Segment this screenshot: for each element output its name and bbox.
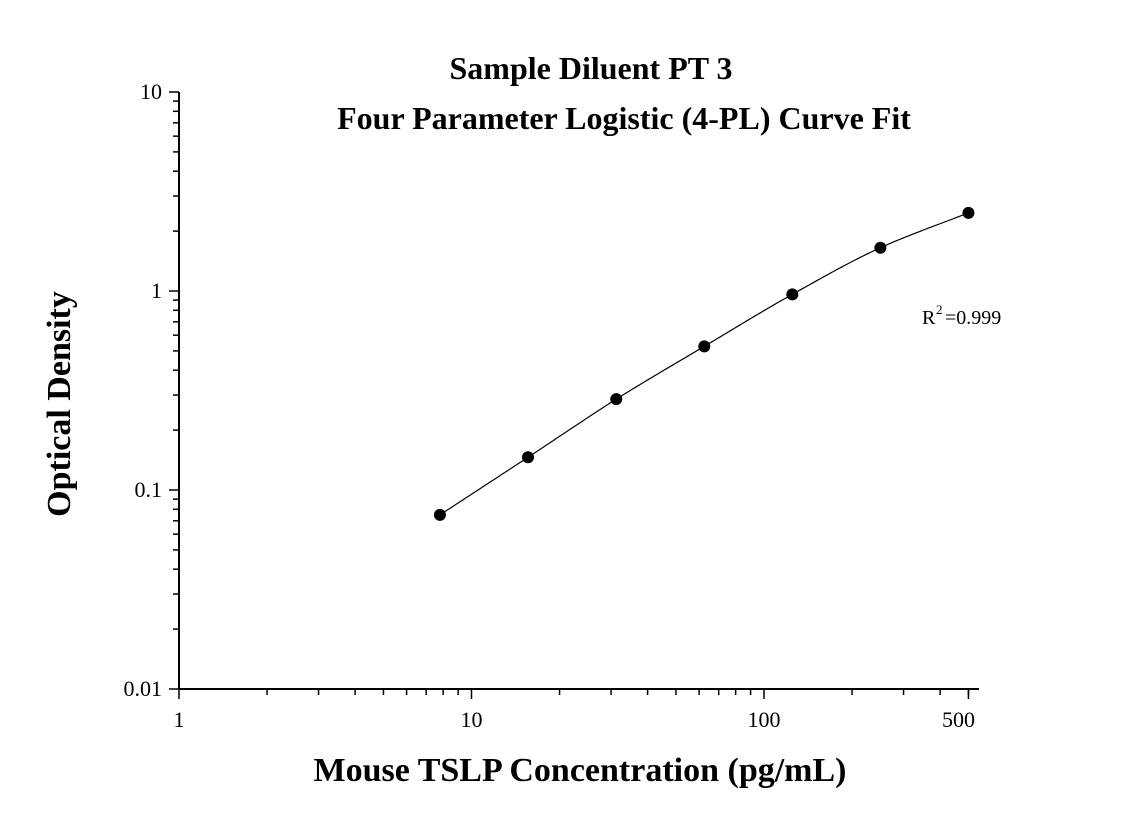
fit-curve bbox=[439, 212, 969, 516]
y-tick-label: 10 bbox=[140, 79, 162, 104]
r-squared-label: R bbox=[922, 307, 936, 329]
data-points-layer bbox=[433, 206, 975, 521]
chart-title: Sample Diluent PT 3 bbox=[450, 50, 733, 86]
y-tick-label: 0.1 bbox=[135, 477, 163, 502]
data-point bbox=[698, 340, 711, 353]
x-tick-label: 10 bbox=[461, 707, 483, 732]
data-point bbox=[962, 206, 975, 219]
data-point bbox=[433, 508, 446, 521]
y-tick-label: 1 bbox=[151, 278, 162, 303]
fit-curve-layer bbox=[439, 212, 969, 516]
data-point bbox=[521, 451, 534, 464]
r-squared-superscript: 2 bbox=[936, 302, 943, 317]
y-tick-label: 0.01 bbox=[124, 676, 163, 701]
x-tick-label: 1 bbox=[174, 707, 185, 732]
y-axis-label: Optical Density bbox=[41, 291, 78, 517]
data-point bbox=[610, 393, 623, 406]
r-squared-annotation: R 2 =0.999 bbox=[922, 302, 1001, 329]
x-tick-label: 100 bbox=[748, 707, 781, 732]
axes: 1 10 100 500 0.01 0.1 1 10 bbox=[124, 79, 979, 732]
data-point bbox=[874, 241, 887, 254]
x-axis-label: Mouse TSLP Concentration (pg/mL) bbox=[313, 752, 846, 789]
chart-subtitle: Four Parameter Logistic (4-PL) Curve Fit bbox=[337, 100, 911, 136]
r-squared-value: =0.999 bbox=[945, 307, 1001, 329]
data-point bbox=[786, 288, 799, 301]
x-tick-label: 500 bbox=[942, 707, 975, 732]
